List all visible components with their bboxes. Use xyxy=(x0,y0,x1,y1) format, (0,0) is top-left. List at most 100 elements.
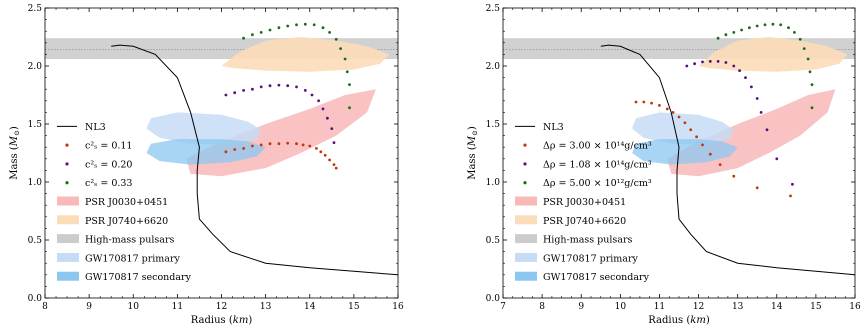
x-tick-label: 9 xyxy=(86,302,92,312)
series-0-point xyxy=(332,163,336,167)
series-0-point xyxy=(650,101,653,105)
series-0-point xyxy=(642,100,646,104)
legend-label: PSR J0740+6620 xyxy=(85,216,168,227)
y-axis-label: Mass (M⊙) xyxy=(9,126,21,180)
x-axis-label: Radius (km) xyxy=(191,315,253,326)
series-1-point xyxy=(716,60,720,63)
x-axis-label-paren: ( xyxy=(683,315,690,326)
y-axis-label: Mass (M⊙) xyxy=(467,126,479,180)
y-axis-label-text: Mass xyxy=(9,153,20,179)
series-2-point xyxy=(312,23,316,27)
series-0-point xyxy=(789,194,792,198)
legend: NL3 c²ₛ = 0.11 c²ₛ = 0.20 c²ₛ = 0.33 PSR J00… xyxy=(57,122,192,283)
series-1-point xyxy=(732,64,736,68)
x-tick-label: 13 xyxy=(732,302,744,312)
series-1-point xyxy=(755,97,759,100)
x-tick-label: 15 xyxy=(810,302,822,312)
series-1-point xyxy=(233,91,237,95)
gw170817-primary-region xyxy=(146,112,262,145)
legend-patch-swatch xyxy=(57,215,79,225)
series-0-point xyxy=(295,142,298,146)
series-1-point xyxy=(251,87,254,91)
x-tick-label: 11 xyxy=(172,302,183,312)
series-1-point xyxy=(326,116,329,120)
series-0-point xyxy=(315,147,318,150)
legend-label: NL3 xyxy=(543,122,564,133)
y-tick-label: 2.0 xyxy=(486,62,501,72)
y-axis-label-paren: ) xyxy=(467,126,478,130)
x-tick-label: 11 xyxy=(654,302,665,312)
series-1-point xyxy=(685,64,689,68)
legend-dot-swatch xyxy=(65,162,69,166)
y-tick-label: 2.5 xyxy=(486,4,501,14)
series-0-point xyxy=(671,111,675,114)
series-0-point xyxy=(319,150,323,154)
right-panel: 7 8 9 10 11 12 13 14 15 16 0.0 0.5 1.0 1.5 2.0 2.5 Radiu… xyxy=(467,4,861,326)
y-tick-label: 0.5 xyxy=(28,236,43,246)
series-0-point xyxy=(277,142,281,146)
y-tick-label: 0.0 xyxy=(486,294,501,304)
y-axis-label-sub: ⊙ xyxy=(13,130,21,136)
series-0-point xyxy=(708,152,712,156)
series-2-point xyxy=(348,83,351,86)
x-axis-label: Radius (km) xyxy=(648,315,710,326)
series-0-point xyxy=(323,153,327,157)
y-tick-label: 2.0 xyxy=(28,62,43,72)
series-2-point xyxy=(345,70,349,74)
psr-j0740-region xyxy=(698,37,848,72)
legend-label: Δρ = 3.00 × 10¹⁴g/cm³ xyxy=(543,141,652,152)
x-axis-label-paren: ( xyxy=(226,315,233,326)
x-tick-label: 13 xyxy=(260,302,272,312)
series-0-point xyxy=(233,148,237,151)
x-tick-label: 8 xyxy=(539,302,545,312)
legend-dot-swatch xyxy=(523,181,527,185)
legend-label: c²ₛ = 0.20 xyxy=(85,159,132,170)
series-1-point xyxy=(330,127,334,130)
legend-label: NL3 xyxy=(85,122,106,133)
x-tick-label: 16 xyxy=(392,302,404,312)
series-0-point xyxy=(689,128,693,132)
nl3-curve xyxy=(600,44,855,276)
legend-label: c²ₛ = 0.11 xyxy=(85,141,132,152)
legend-dot-swatch xyxy=(523,143,527,147)
series-1-point xyxy=(310,93,314,97)
series-2-point xyxy=(716,36,720,40)
plot-area xyxy=(45,22,398,276)
series-0-point xyxy=(286,141,290,145)
series-2-point xyxy=(724,33,728,37)
legend-patch-swatch xyxy=(57,271,79,281)
series-2-point xyxy=(732,31,736,34)
series-2-point xyxy=(251,33,254,37)
series-0-point xyxy=(677,115,681,119)
y-tick-label: 1.5 xyxy=(486,120,501,130)
series-2-point xyxy=(321,26,325,30)
legend-patch-swatch xyxy=(515,234,537,244)
series-2-point xyxy=(242,36,246,40)
legend-label: Δρ = 5.00 × 10¹²g/cm³ xyxy=(543,178,652,189)
left-panel: 8 9 10 11 12 13 14 15 16 0.0 0.5 1.0 1.5 2.0 2.5 Radius… xyxy=(9,4,404,326)
legend-label: c²ₛ = 0.33 xyxy=(85,178,132,189)
series-0-point xyxy=(334,166,338,170)
series-1-point xyxy=(224,93,228,97)
x-tick-label: 8 xyxy=(42,302,48,312)
series-2-point xyxy=(339,47,342,50)
x-tick-label: 15 xyxy=(348,302,360,312)
series-1-point xyxy=(295,85,298,89)
series-2-point xyxy=(806,57,810,61)
series-2-point xyxy=(748,26,751,30)
y-tick-label: 0.5 xyxy=(486,236,501,246)
x-axis-label-text: Radius xyxy=(191,315,226,326)
series-1-point xyxy=(242,89,246,92)
x-tick-label: 12 xyxy=(693,302,704,312)
series-2-point xyxy=(810,83,814,86)
series-0-point xyxy=(665,107,669,111)
legend-dot-swatch xyxy=(523,162,527,166)
series-1-point xyxy=(286,84,290,88)
series-0-point xyxy=(259,143,263,147)
series-1-point xyxy=(317,99,320,103)
series-0-point xyxy=(308,144,312,148)
legend-label: GW170817 primary xyxy=(543,253,639,264)
legend-dot-swatch xyxy=(65,143,69,147)
psr-j0740-region xyxy=(221,37,390,72)
series-0-point xyxy=(251,144,254,148)
